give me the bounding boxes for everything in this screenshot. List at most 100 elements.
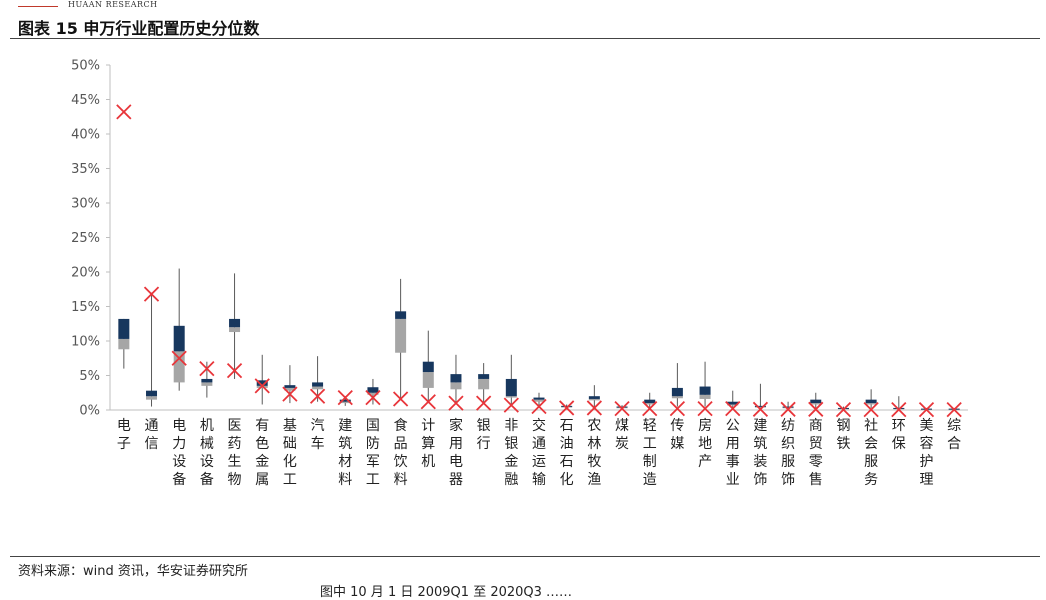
current-marker [309, 388, 326, 404]
x-tick-label: 国防军工 [366, 418, 380, 488]
x-tick-label: 计算机 [421, 418, 435, 470]
current-marker [780, 401, 796, 417]
current-marker [254, 378, 270, 394]
box-lower [450, 382, 462, 390]
y-tick-label: 35% [71, 162, 100, 177]
box-lower [173, 351, 185, 383]
box-upper [699, 386, 711, 395]
box-upper [173, 325, 185, 352]
current-marker [226, 363, 243, 379]
current-marker [337, 389, 353, 406]
x-tick-label: 家用电器 [449, 417, 463, 488]
x-tick-label: 食品饮料 [394, 417, 408, 488]
box-lower [782, 407, 794, 409]
x-tick-label: 通信 [145, 418, 159, 452]
box-upper [671, 387, 683, 397]
current-marker-stroke [918, 402, 935, 418]
box-lower [478, 378, 490, 390]
y-tick-label: 40% [71, 128, 100, 143]
box-upper [588, 396, 600, 399]
x-tick-label: 汽车 [311, 418, 325, 452]
chart-marks [116, 104, 962, 418]
current-marker [116, 104, 132, 120]
x-tick-label: 石油石化 [560, 418, 574, 488]
box-lower [699, 394, 711, 399]
current-marker-stroke [863, 402, 879, 418]
current-marker [559, 400, 575, 416]
box-lower [810, 403, 822, 405]
current-marker [365, 389, 381, 406]
box-lower [312, 386, 324, 390]
current-marker [503, 397, 519, 413]
current-marker [669, 400, 686, 417]
y-tick-label: 5% [79, 369, 100, 384]
x-tick-label: 轻工制造 [643, 418, 657, 488]
box-upper [422, 361, 434, 373]
current-marker [642, 400, 658, 417]
x-tick-label: 农林牧渔 [587, 418, 601, 488]
current-marker [282, 386, 298, 402]
box-lower [505, 396, 517, 398]
box-lower [146, 396, 158, 400]
current-marker-stroke [614, 400, 630, 417]
current-marker-stroke [697, 400, 713, 417]
y-tick-label: 50% [71, 59, 100, 74]
current-marker [448, 395, 464, 411]
x-tick-label: 美容护理 [919, 418, 933, 488]
current-marker [420, 394, 436, 410]
current-marker-stroke [116, 104, 132, 120]
current-marker [614, 400, 630, 417]
current-marker-stroke [337, 389, 353, 406]
x-tick-label: 钢铁 [836, 418, 850, 452]
box-lower [533, 399, 545, 402]
box-lower [671, 396, 683, 399]
current-marker [752, 401, 769, 417]
box-upper [256, 380, 268, 386]
current-marker-stroke [780, 401, 796, 417]
current-marker-stroke [309, 388, 326, 404]
x-tick-label: 煤炭 [615, 418, 629, 452]
y-axis: 0% 5% 10% 15% 20% 25% 30% 35% 40% 45% 50% [71, 59, 968, 419]
current-marker [918, 402, 935, 418]
current-marker-stroke [946, 402, 962, 418]
box-lower [644, 403, 656, 405]
box-upper [754, 405, 766, 407]
current-marker [725, 400, 741, 417]
box-lower [201, 382, 213, 386]
x-tick-label: 非银金融 [504, 418, 518, 488]
x-tick-label: 商贸零售 [809, 418, 823, 488]
current-marker-stroke [254, 378, 270, 394]
box-lower [754, 406, 766, 408]
current-marker-stroke [420, 394, 436, 410]
box-upper [782, 406, 794, 408]
current-marker-stroke [808, 401, 824, 417]
current-marker-stroke [171, 350, 187, 366]
title-rule [10, 38, 1040, 39]
box-lower [339, 401, 351, 404]
box-upper [118, 318, 130, 339]
current-marker-stroke [503, 397, 519, 413]
current-marker [808, 401, 824, 417]
current-marker [697, 400, 713, 417]
x-tick-label: 纺织服饰 [781, 418, 795, 488]
footnote-partial: 图中 10 月 1 日 2009Q1 至 2020Q3 …… [320, 585, 573, 600]
current-marker [392, 391, 409, 407]
current-marker-stroke [143, 286, 160, 302]
current-marker [199, 360, 215, 377]
box-upper [395, 311, 407, 319]
x-tick-label: 银行 [477, 418, 491, 452]
box-upper [339, 399, 351, 402]
box-upper [644, 399, 656, 404]
x-tick-label: 交通运输 [532, 417, 546, 488]
y-tick-label: 10% [71, 335, 100, 350]
x-tick-label: 社会服务 [864, 418, 878, 488]
current-marker-stroke [642, 400, 658, 417]
current-marker [946, 402, 962, 418]
x-tick-label: 有色金属 [255, 418, 269, 488]
box-lower [118, 338, 130, 350]
box-upper [727, 401, 739, 405]
x-tick-label: 电子 [117, 418, 131, 452]
x-tick-label: 电力设备 [172, 418, 186, 488]
y-tick-label: 30% [71, 197, 100, 212]
current-marker [476, 395, 492, 411]
